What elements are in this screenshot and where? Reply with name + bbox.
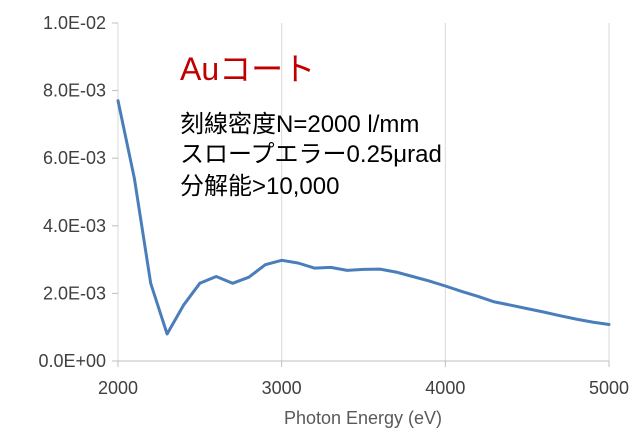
x-tick-labels: 2000 3000 4000 5000 (98, 378, 629, 398)
annotation-line: スロープエラー0.25μrad (180, 141, 442, 168)
annotation-line: 分解能>10,000 (180, 173, 339, 200)
y-tick-label: 1.0E-02 (43, 13, 106, 33)
x-axis-label: Photon Energy (eV) (284, 408, 442, 428)
x-tick-label: 3000 (262, 378, 302, 398)
x-tick-label: 5000 (589, 378, 629, 398)
annotation-box: Auコート 刻線密度N=2000 l/mm スロープエラー0.25μrad 分解… (180, 51, 442, 200)
y-tick-labels: 0.0E+00 2.0E-03 4.0E-03 6.0E-03 8.0E-03 1.0E-… (38, 13, 106, 371)
x-tick-label: 2000 (98, 378, 138, 398)
y-tick-label: 4.0E-03 (43, 216, 106, 236)
annotation-line: 刻線密度N=2000 l/mm (180, 111, 419, 138)
series-layer (116, 99, 611, 336)
y-tick-label: 8.0E-03 (43, 81, 106, 101)
y-tick-label: 6.0E-03 (43, 148, 106, 168)
series-line (116, 99, 611, 336)
grid-lines (112, 22, 610, 367)
y-tick-label: 0.0E+00 (38, 351, 106, 371)
annotation-title: Auコート (180, 51, 315, 87)
y-tick-label: 2.0E-03 (43, 283, 106, 303)
x-tick-label: 4000 (425, 378, 465, 398)
